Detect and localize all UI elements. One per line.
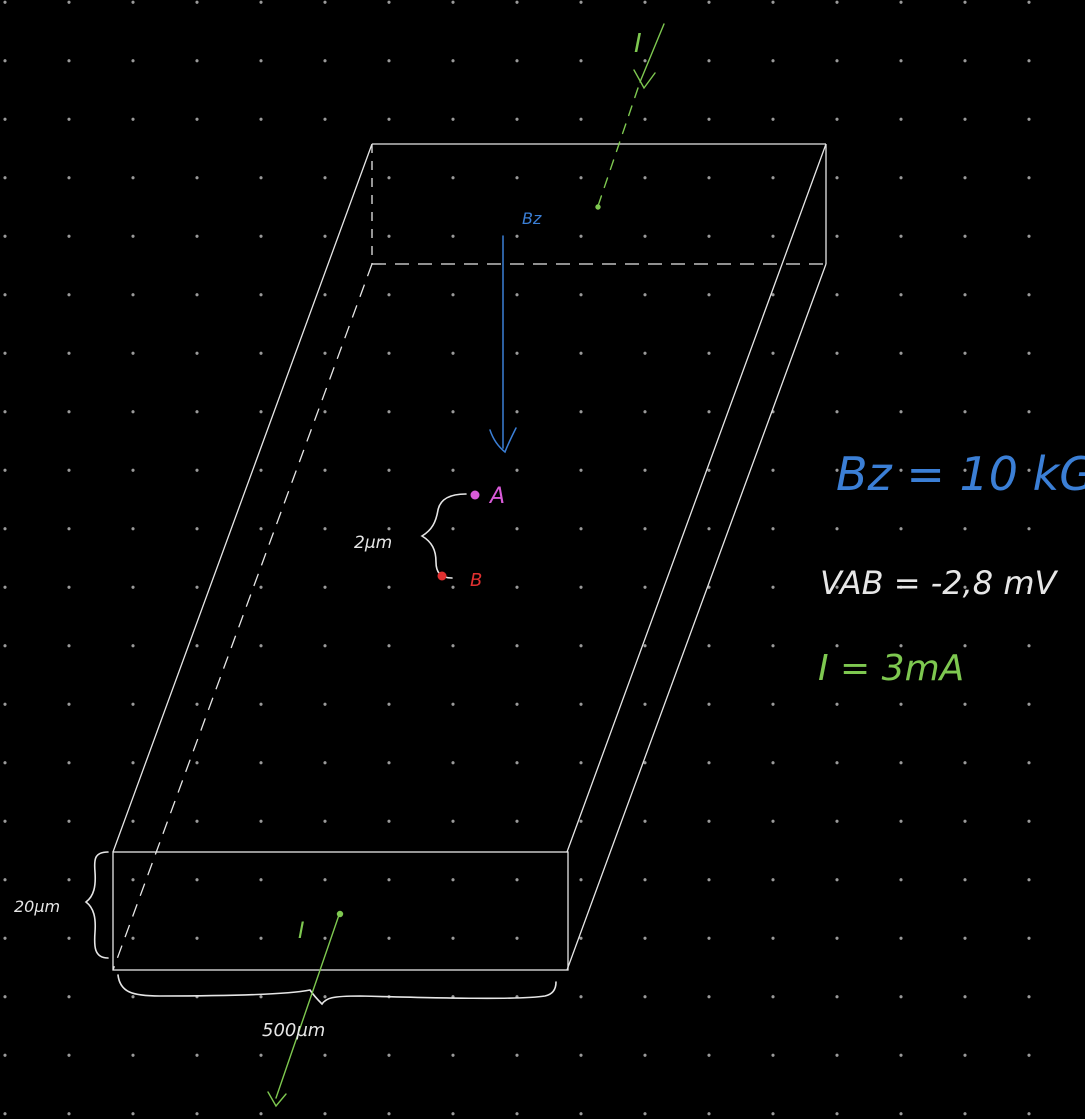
field-vector bbox=[489, 235, 517, 454]
left-hidden-dashed-edge bbox=[112, 263, 373, 971]
point-a-label: A bbox=[488, 484, 505, 509]
voltage-equation: VAB = -2,8 mV bbox=[820, 564, 1059, 602]
right-long-upper-edge bbox=[566, 143, 827, 853]
field-equation: Bz = 10 kG bbox=[836, 447, 1085, 501]
field-label: Bz bbox=[522, 209, 542, 228]
thickness-brace bbox=[84, 851, 109, 959]
field-arrowhead bbox=[489, 427, 517, 454]
width-label: 500µm bbox=[262, 1020, 325, 1041]
width-brace bbox=[117, 974, 557, 1006]
left-long-edge bbox=[112, 143, 373, 853]
current-vectors bbox=[267, 23, 665, 1108]
current-in-dot bbox=[595, 204, 601, 210]
current-in-dashed-line bbox=[597, 87, 639, 207]
thickness-label: 20µm bbox=[14, 897, 60, 916]
slab bbox=[112, 143, 827, 971]
right-long-lower-edge bbox=[566, 263, 827, 971]
current-out-dot bbox=[336, 910, 344, 918]
point-a-marker bbox=[470, 490, 480, 500]
current-equation: I = 3mA bbox=[818, 648, 964, 689]
current-in-arrowhead bbox=[633, 69, 656, 90]
point-b-label: B bbox=[470, 570, 482, 591]
current-bottom-label: I bbox=[298, 919, 305, 944]
spacing-label: 2µm bbox=[354, 533, 392, 553]
current-top-label: I bbox=[634, 29, 642, 59]
current-out-line bbox=[275, 914, 340, 1099]
front-face bbox=[112, 851, 569, 971]
point-b-marker bbox=[437, 571, 447, 581]
current-out-arrowhead bbox=[267, 1091, 287, 1108]
dimension-braces bbox=[84, 493, 557, 1006]
spacing-brace bbox=[420, 493, 467, 579]
current-in-line bbox=[639, 23, 665, 83]
